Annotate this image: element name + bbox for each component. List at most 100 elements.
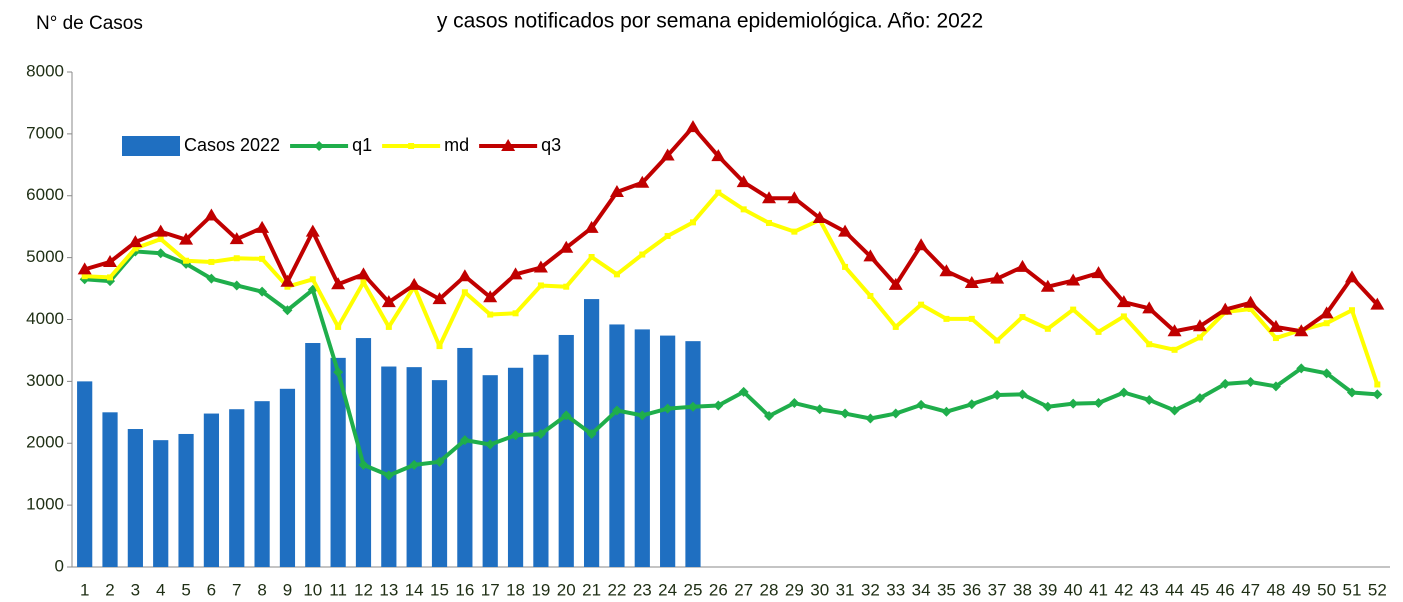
x-tick-label: 13 (379, 580, 398, 599)
marker (280, 274, 295, 287)
bar (685, 341, 701, 567)
marker (356, 267, 371, 280)
x-tick-label: 44 (1165, 580, 1184, 599)
marker (867, 292, 874, 299)
marker (208, 258, 215, 265)
x-tick-label: 24 (658, 580, 677, 599)
marker (613, 271, 620, 278)
x-tick-label: 29 (785, 580, 804, 599)
marker (335, 323, 342, 330)
x-tick-label: 8 (257, 580, 266, 599)
marker (512, 310, 519, 317)
marker (713, 400, 724, 411)
marker (994, 337, 1001, 344)
marker (1144, 394, 1155, 405)
marker (1296, 363, 1307, 374)
x-tick-label: 36 (962, 580, 981, 599)
marker (183, 257, 190, 264)
marker (787, 191, 802, 204)
marker (611, 405, 622, 416)
x-tick-label: 21 (582, 580, 601, 599)
marker (535, 428, 546, 439)
bar (203, 413, 220, 567)
marker (563, 283, 570, 290)
marker (259, 255, 266, 262)
bar (634, 329, 650, 567)
marker (1169, 405, 1180, 416)
marker (738, 386, 749, 397)
y-tick-label: 4000 (26, 309, 64, 328)
x-tick-label: 1 (80, 580, 89, 599)
marker (501, 139, 516, 151)
marker (231, 280, 242, 291)
bar (660, 335, 676, 567)
marker (766, 219, 773, 226)
legend-swatch (122, 136, 180, 156)
x-tick-label: 42 (1114, 580, 1133, 599)
marker (360, 279, 367, 286)
marker (132, 245, 139, 252)
marker (383, 470, 394, 481)
legend-label: q1 (352, 135, 372, 155)
bar (279, 388, 296, 567)
marker (305, 224, 320, 237)
marker (533, 260, 548, 273)
marker (1167, 324, 1182, 337)
marker (639, 251, 646, 258)
marker (812, 211, 827, 224)
marker (358, 459, 369, 470)
marker (381, 295, 396, 308)
marker (637, 410, 648, 421)
marker (687, 401, 698, 412)
marker (1319, 306, 1334, 319)
marker (408, 143, 415, 149)
marker (457, 269, 472, 282)
x-tick-label: 5 (181, 580, 190, 599)
marker (1146, 341, 1153, 348)
bar (127, 429, 143, 567)
marker (81, 273, 88, 280)
marker (635, 175, 650, 188)
x-tick-label: 14 (405, 580, 424, 599)
marker (434, 456, 445, 467)
legend-label: md (444, 135, 469, 155)
marker (153, 224, 168, 237)
marker (255, 220, 270, 233)
bar (381, 366, 397, 567)
marker (916, 399, 927, 410)
marker (992, 389, 1003, 400)
marker (1245, 376, 1256, 387)
marker (941, 406, 952, 417)
marker (1344, 270, 1359, 283)
marker (1192, 319, 1207, 332)
marker (865, 413, 876, 424)
x-tick-label: 4 (156, 580, 165, 599)
marker (314, 141, 325, 151)
marker (77, 262, 92, 275)
bar (507, 367, 524, 567)
y-tick-label: 7000 (26, 123, 64, 142)
marker (1091, 266, 1106, 279)
x-tick-label: 28 (760, 580, 779, 599)
x-tick-label: 2 (105, 580, 114, 599)
marker (990, 271, 1005, 284)
marker (609, 185, 624, 198)
marker (331, 277, 346, 290)
marker (1270, 381, 1281, 392)
y-tick-label: 0 (55, 556, 64, 575)
marker (1044, 325, 1051, 332)
x-tick-label: 46 (1216, 580, 1235, 599)
x-tick-label: 6 (207, 580, 216, 599)
marker (1015, 259, 1030, 272)
marker (459, 435, 470, 446)
marker (842, 263, 849, 270)
x-tick-label: 10 (303, 580, 322, 599)
marker (1372, 389, 1383, 400)
y-tick-label: 5000 (26, 247, 64, 266)
x-tick-label: 31 (836, 580, 855, 599)
x-tick-label: 43 (1140, 580, 1159, 599)
legend-label: Casos 2022 (184, 135, 280, 155)
bar (431, 380, 448, 567)
marker (1374, 381, 1381, 388)
x-tick-label: 19 (531, 580, 550, 599)
